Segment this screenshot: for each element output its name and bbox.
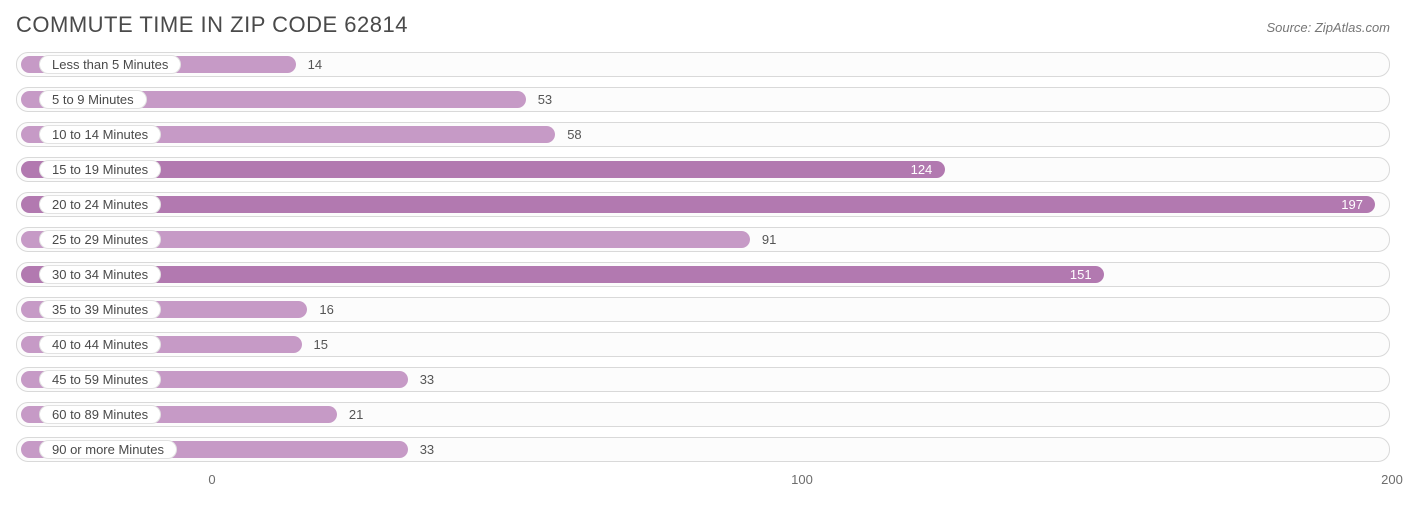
category-pill: 10 to 14 Minutes — [39, 125, 161, 144]
bar-row: 60 to 89 Minutes 21 — [16, 402, 1390, 427]
category-pill: 5 to 9 Minutes — [39, 90, 147, 109]
value-label: 15 — [314, 333, 328, 356]
bar-row: 35 to 39 Minutes 16 — [16, 297, 1390, 322]
x-tick: 200 — [1381, 472, 1403, 487]
bar-fill — [21, 266, 1104, 283]
value-label: 16 — [319, 298, 333, 321]
category-pill: 45 to 59 Minutes — [39, 370, 161, 389]
category-pill: 60 to 89 Minutes — [39, 405, 161, 424]
category-pill: 35 to 39 Minutes — [39, 300, 161, 319]
x-axis: 0100200 — [16, 472, 1390, 494]
category-pill: 90 or more Minutes — [39, 440, 177, 459]
bar-fill — [21, 196, 1375, 213]
value-label: 91 — [762, 228, 776, 251]
category-pill: 40 to 44 Minutes — [39, 335, 161, 354]
bar-row: 40 to 44 Minutes 15 — [16, 332, 1390, 357]
category-pill: 25 to 29 Minutes — [39, 230, 161, 249]
bar-row: 90 or more Minutes 33 — [16, 437, 1390, 462]
bar-row: 15 to 19 Minutes 124 — [16, 157, 1390, 182]
bar-row: Less than 5 Minutes 14 — [16, 52, 1390, 77]
x-tick: 100 — [791, 472, 813, 487]
bar-row: 45 to 59 Minutes 33 — [16, 367, 1390, 392]
value-label: 14 — [308, 53, 322, 76]
bar-row: 5 to 9 Minutes 53 — [16, 87, 1390, 112]
value-label: 33 — [420, 438, 434, 461]
chart-plot: Less than 5 Minutes 14 5 to 9 Minutes 53 10 … — [16, 52, 1390, 462]
category-pill: 20 to 24 Minutes — [39, 195, 161, 214]
category-pill: 15 to 19 Minutes — [39, 160, 161, 179]
value-label: 124 — [911, 158, 933, 181]
value-label: 53 — [538, 88, 552, 111]
bar-row: 25 to 29 Minutes 91 — [16, 227, 1390, 252]
value-label: 58 — [567, 123, 581, 146]
x-tick: 0 — [208, 472, 215, 487]
value-label: 151 — [1070, 263, 1092, 286]
value-label: 197 — [1341, 193, 1363, 216]
chart-header: COMMUTE TIME IN ZIP CODE 62814 Source: Z… — [16, 12, 1390, 38]
category-pill: 30 to 34 Minutes — [39, 265, 161, 284]
chart-source: Source: ZipAtlas.com — [1266, 20, 1390, 35]
bar-row: 10 to 14 Minutes 58 — [16, 122, 1390, 147]
bar-row: 20 to 24 Minutes 197 — [16, 192, 1390, 217]
category-pill: Less than 5 Minutes — [39, 55, 181, 74]
value-label: 21 — [349, 403, 363, 426]
bar-row: 30 to 34 Minutes 151 — [16, 262, 1390, 287]
value-label: 33 — [420, 368, 434, 391]
commute-chart: Less than 5 Minutes 14 5 to 9 Minutes 53 10 … — [16, 52, 1390, 494]
chart-title: COMMUTE TIME IN ZIP CODE 62814 — [16, 12, 408, 38]
